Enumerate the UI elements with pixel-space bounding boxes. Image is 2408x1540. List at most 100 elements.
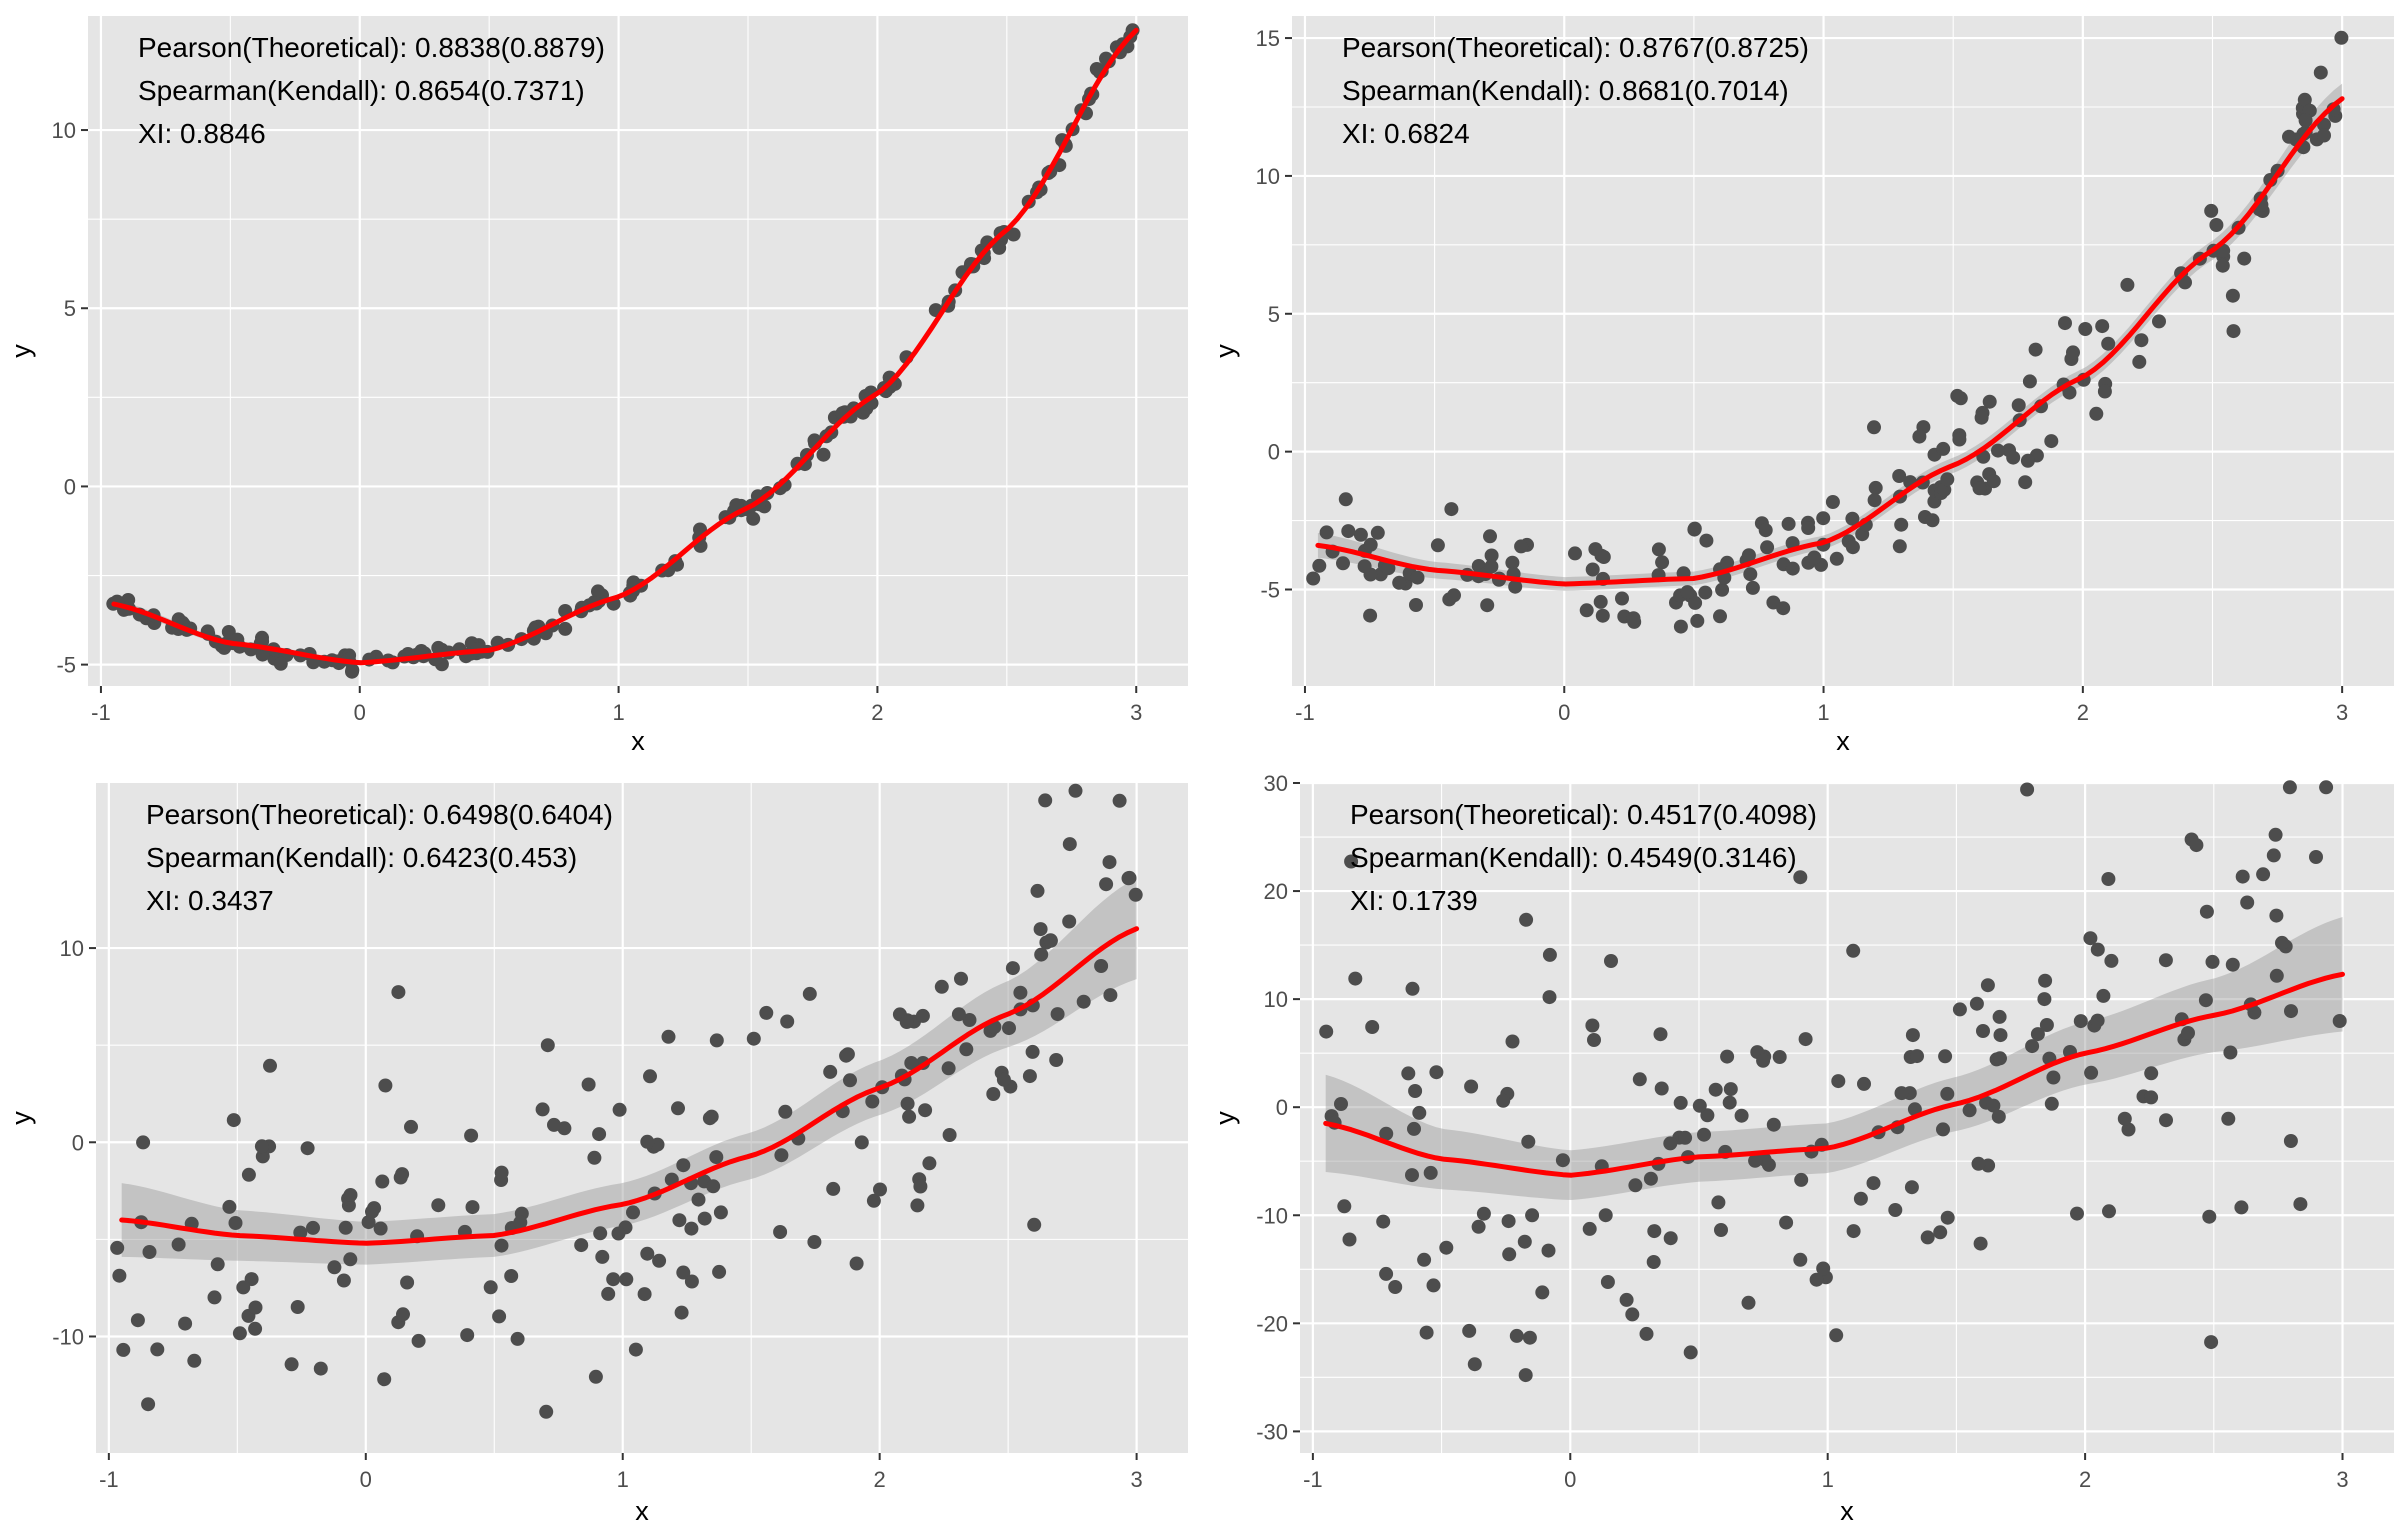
data-point xyxy=(1508,579,1523,594)
data-point xyxy=(676,1158,691,1173)
data-point xyxy=(2159,1113,2173,1128)
data-point xyxy=(1430,538,1445,553)
data-point xyxy=(1801,521,1816,535)
data-point xyxy=(378,1078,393,1093)
data-point xyxy=(1972,481,1987,496)
data-point xyxy=(1628,1178,1643,1193)
data-point xyxy=(1794,1172,1809,1187)
data-point xyxy=(1429,1065,1444,1080)
data-point xyxy=(375,1174,390,1189)
data-point xyxy=(1655,555,1670,570)
data-point xyxy=(2078,322,2093,336)
data-point xyxy=(1938,1049,1953,1064)
data-point xyxy=(1408,1084,1423,1098)
data-point xyxy=(713,1205,728,1220)
data-point xyxy=(1522,1330,1537,1345)
data-point xyxy=(2269,968,2284,983)
data-point xyxy=(2096,988,2111,1003)
data-point xyxy=(1714,1223,1728,1237)
data-point xyxy=(587,1150,602,1165)
data-point xyxy=(2022,374,2037,389)
data-point xyxy=(1417,1252,1432,1267)
data-point xyxy=(345,664,359,679)
data-point xyxy=(592,1127,607,1142)
data-point xyxy=(1992,1009,2007,1024)
data-point xyxy=(1772,1050,1787,1064)
data-point xyxy=(1519,912,1534,927)
y-tick-label: -10 xyxy=(1256,1203,1288,1228)
data-point xyxy=(2269,908,2284,923)
data-point xyxy=(1480,598,1495,613)
data-point xyxy=(236,1280,251,1295)
data-point xyxy=(1076,994,1091,1009)
data-point xyxy=(1006,227,1021,242)
fitted-curve xyxy=(111,27,1139,666)
panel-top-left: -1 0 1 2 3 -5 0 5 10 x y Pearson(Theoretical): 0.88… xyxy=(6,16,1188,756)
data-point xyxy=(593,1226,608,1241)
data-point xyxy=(1761,1157,1776,1172)
data-point xyxy=(535,1102,550,1117)
data-point xyxy=(2104,953,2119,968)
x-tick-label: 2 xyxy=(874,1467,886,1492)
stat-annotation: XI: 0.6824 xyxy=(1342,118,1470,149)
x-tick-label: 2 xyxy=(2079,1467,2091,1492)
data-point xyxy=(691,1192,706,1207)
y-tick-label: -5 xyxy=(56,653,76,678)
data-point xyxy=(2083,931,2098,946)
stat-annotation: Spearman(Kendall): 0.4549(0.3146) xyxy=(1350,842,1797,873)
data-point xyxy=(1419,1325,1434,1340)
data-point xyxy=(2205,954,2220,969)
data-point xyxy=(902,1109,917,1124)
data-point xyxy=(1857,1076,1871,1091)
data-point xyxy=(2117,1111,2132,1126)
data-point xyxy=(2309,850,2323,864)
data-point xyxy=(1099,877,1114,892)
data-point xyxy=(2189,838,2204,853)
x-tick-label: 3 xyxy=(1130,700,1142,725)
data-point xyxy=(207,1290,222,1305)
data-point xyxy=(1940,1210,1955,1225)
data-point xyxy=(640,1134,655,1149)
data-point xyxy=(1306,571,1321,586)
data-point xyxy=(1525,1208,1540,1223)
data-point xyxy=(293,1225,308,1240)
y-axis-title: y xyxy=(6,344,36,358)
data-point xyxy=(1582,1221,1597,1236)
data-point xyxy=(1312,558,1327,573)
data-point xyxy=(746,511,761,526)
data-point xyxy=(464,1128,479,1143)
data-point xyxy=(697,1211,712,1226)
data-point xyxy=(959,1042,974,1057)
data-point xyxy=(1517,1234,1532,1249)
data-point xyxy=(1496,1093,1511,1108)
data-point xyxy=(241,1167,256,1182)
data-point xyxy=(1690,613,1705,628)
data-point xyxy=(1892,539,1907,554)
data-point xyxy=(2062,385,2077,400)
data-point xyxy=(1484,548,1499,563)
x-tick-label: 2 xyxy=(2077,700,2089,725)
data-point xyxy=(263,1058,277,1073)
data-point xyxy=(640,1246,655,1261)
data-point xyxy=(1505,1034,1520,1049)
data-point xyxy=(1370,525,1385,540)
data-point xyxy=(840,1047,855,1062)
y-tick-label: 5 xyxy=(1268,302,1280,327)
data-point xyxy=(1741,548,1756,563)
data-point xyxy=(1673,1095,1688,1110)
data-point xyxy=(1405,1168,1419,1183)
data-point xyxy=(404,1119,418,1134)
data-point xyxy=(1962,1103,1977,1118)
stat-annotation: Spearman(Kendall): 0.6423(0.453) xyxy=(146,842,577,873)
data-point xyxy=(1509,1328,1524,1343)
stat-annotation: XI: 0.3437 xyxy=(146,885,274,916)
data-point xyxy=(343,1188,358,1202)
data-point xyxy=(2282,780,2297,795)
data-point xyxy=(1541,1243,1556,1258)
data-point xyxy=(1758,523,1773,538)
data-point xyxy=(2256,867,2271,882)
data-point xyxy=(807,1235,822,1249)
data-point xyxy=(1708,1082,1723,1097)
y-tick-label: -5 xyxy=(1260,577,1280,602)
